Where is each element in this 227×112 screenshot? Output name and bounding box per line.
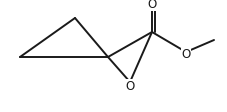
Text: O: O — [147, 0, 156, 11]
Text: O: O — [125, 80, 134, 93]
Text: O: O — [181, 48, 190, 61]
